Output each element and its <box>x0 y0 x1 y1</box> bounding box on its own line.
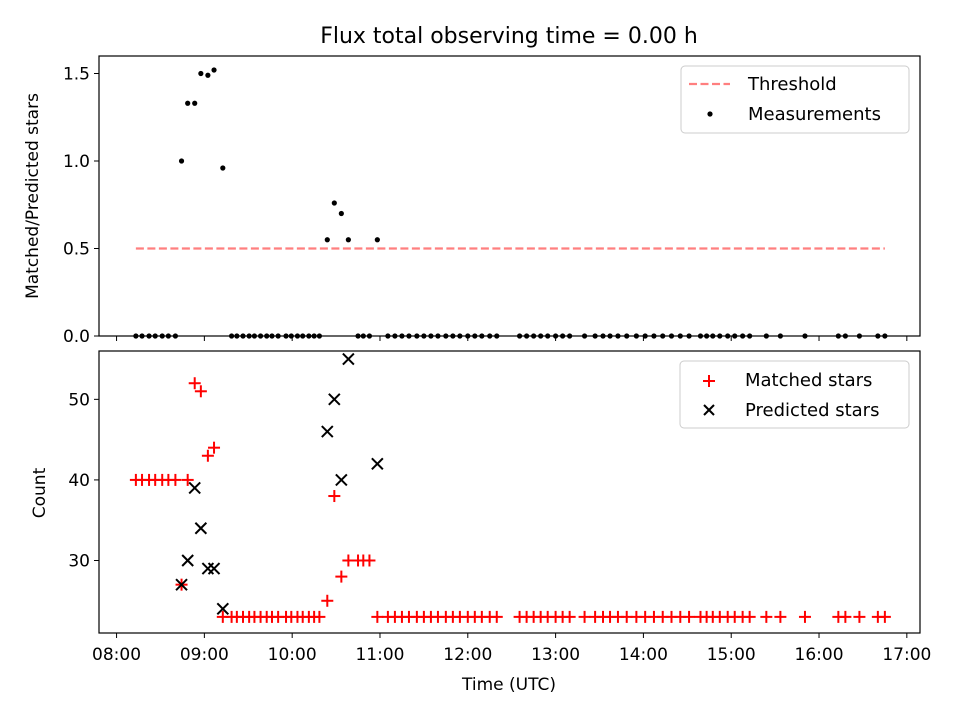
predicted-marker-b <box>216 602 230 616</box>
legend-matched-label: Matched stars <box>745 370 872 391</box>
matched-star-point <box>328 490 341 503</box>
matched-star-point <box>839 610 852 623</box>
top-y-axis-label: Matched/Predicted stars <box>23 93 43 299</box>
measurement-point <box>198 70 204 77</box>
top-chart-title: Flux total observing time = 0.00 h <box>320 24 698 49</box>
matched-star-point <box>853 610 866 623</box>
predicted-marker-b <box>194 522 208 535</box>
top-legend: Threshold Measurements <box>680 65 910 134</box>
top-measurement-points <box>133 67 888 339</box>
matched-star-point <box>760 610 773 623</box>
legend-measurements-label: Measurements <box>748 104 881 125</box>
x-tick-label: 10:00 <box>268 645 317 665</box>
predicted-star-point <box>371 457 384 471</box>
matched-star-point <box>321 594 334 607</box>
measurement-point <box>345 237 351 243</box>
measurement-point <box>192 100 198 106</box>
measurement-point <box>374 237 380 243</box>
predicted-marker-b <box>342 352 355 366</box>
measurement-point <box>324 237 330 243</box>
matched-star-point <box>313 610 326 623</box>
measurement-point <box>185 100 191 106</box>
x-tick-label: 12:00 <box>443 645 492 665</box>
matched-star-point <box>798 610 811 623</box>
x-tick-label: 09:00 <box>180 645 229 665</box>
matched-star-point <box>194 385 207 398</box>
legend-measurements-swatch <box>707 111 713 117</box>
measurement-point <box>338 210 344 217</box>
measurement-point <box>211 67 217 73</box>
matched-star-point <box>169 473 182 486</box>
bottom-y-axis-label: Count <box>30 467 50 518</box>
matched-star-point <box>181 473 194 486</box>
predicted-marker-b <box>328 393 341 406</box>
predicted-marker-b <box>181 554 194 567</box>
x-tick-label: 08:00 <box>92 645 141 665</box>
matched-star-point <box>371 610 384 623</box>
matched-star-point <box>201 449 214 462</box>
bottom-y-tick-label: 40 <box>68 471 90 491</box>
measurement-point <box>178 158 185 164</box>
matched-star-point <box>363 554 376 567</box>
top-legend-box <box>680 65 910 134</box>
top-y-tick-label: 0.5 <box>63 240 90 260</box>
top-y-tick-label: 1.0 <box>63 152 90 172</box>
top-x-ticks <box>116 336 908 341</box>
top-y-ticks: 0.0 0.5 1.0 1.5 <box>63 65 99 347</box>
bottom-y-tick-label: 30 <box>68 551 90 571</box>
predicted-star-point <box>342 352 355 366</box>
top-y-tick-label: 0.0 <box>63 327 90 347</box>
measurement-point <box>220 165 226 171</box>
measurement-point <box>205 72 211 78</box>
top-y-tick-label: 1.5 <box>63 65 90 85</box>
bottom-legend: Matched stars Predicted stars <box>679 360 910 429</box>
x-tick-label: 17:00 <box>882 645 931 665</box>
matched-star-point <box>743 610 756 623</box>
predicted-star-point <box>181 554 194 567</box>
matched-star-point <box>774 610 787 623</box>
legend-matched-swatch <box>703 375 715 387</box>
bottom-y-tick-label: 50 <box>68 390 90 410</box>
predicted-star-point <box>335 473 348 487</box>
predicted-star-point <box>194 522 208 535</box>
predicted-marker-b <box>321 425 334 438</box>
predicted-marker-b <box>207 562 221 575</box>
bottom-legend-box <box>679 360 910 429</box>
matched-star-point <box>335 570 348 583</box>
top-plot-frame <box>98 55 921 337</box>
legend-threshold-label: Threshold <box>747 74 837 95</box>
legend-predicted-label: Predicted stars <box>745 400 879 421</box>
legend-predicted-swatch <box>703 404 715 416</box>
bottom-y-ticks: 30 40 50 <box>68 390 99 571</box>
predicted-marker-b <box>335 473 348 487</box>
predicted-star-point <box>328 393 341 406</box>
x-axis-label: Time (UTC) <box>461 675 556 695</box>
matched-star-point <box>878 610 891 623</box>
matched-star-point <box>683 610 696 623</box>
matched-star-point <box>563 610 576 623</box>
matched-star-point <box>188 377 201 390</box>
predicted-marker-b <box>371 457 384 471</box>
predicted-star-point <box>216 602 230 616</box>
predicted-star-point <box>321 425 334 438</box>
bottom-points <box>129 352 891 623</box>
predicted-star-point <box>188 481 201 495</box>
x-tick-label: 15:00 <box>707 645 756 665</box>
predicted-star-point <box>207 562 221 575</box>
x-tick-label: 14:00 <box>619 645 668 665</box>
x-tick-label: 13:00 <box>531 645 580 665</box>
measurement-point <box>331 200 337 206</box>
matched-star-point <box>578 610 591 623</box>
bottom-plot-frame <box>98 350 921 634</box>
x-tick-label: 16:00 <box>795 645 844 665</box>
predicted-star-point <box>175 578 188 591</box>
predicted-marker-b <box>175 578 188 591</box>
x-tick-label: 11:00 <box>355 645 404 665</box>
matched-star-point <box>490 610 503 623</box>
predicted-marker-b <box>188 481 201 495</box>
bottom-x-ticks: 08:00 09:00 10:00 11:00 12:00 13:00 14:00 15:00… <box>92 633 931 665</box>
matched-star-point <box>208 441 221 454</box>
